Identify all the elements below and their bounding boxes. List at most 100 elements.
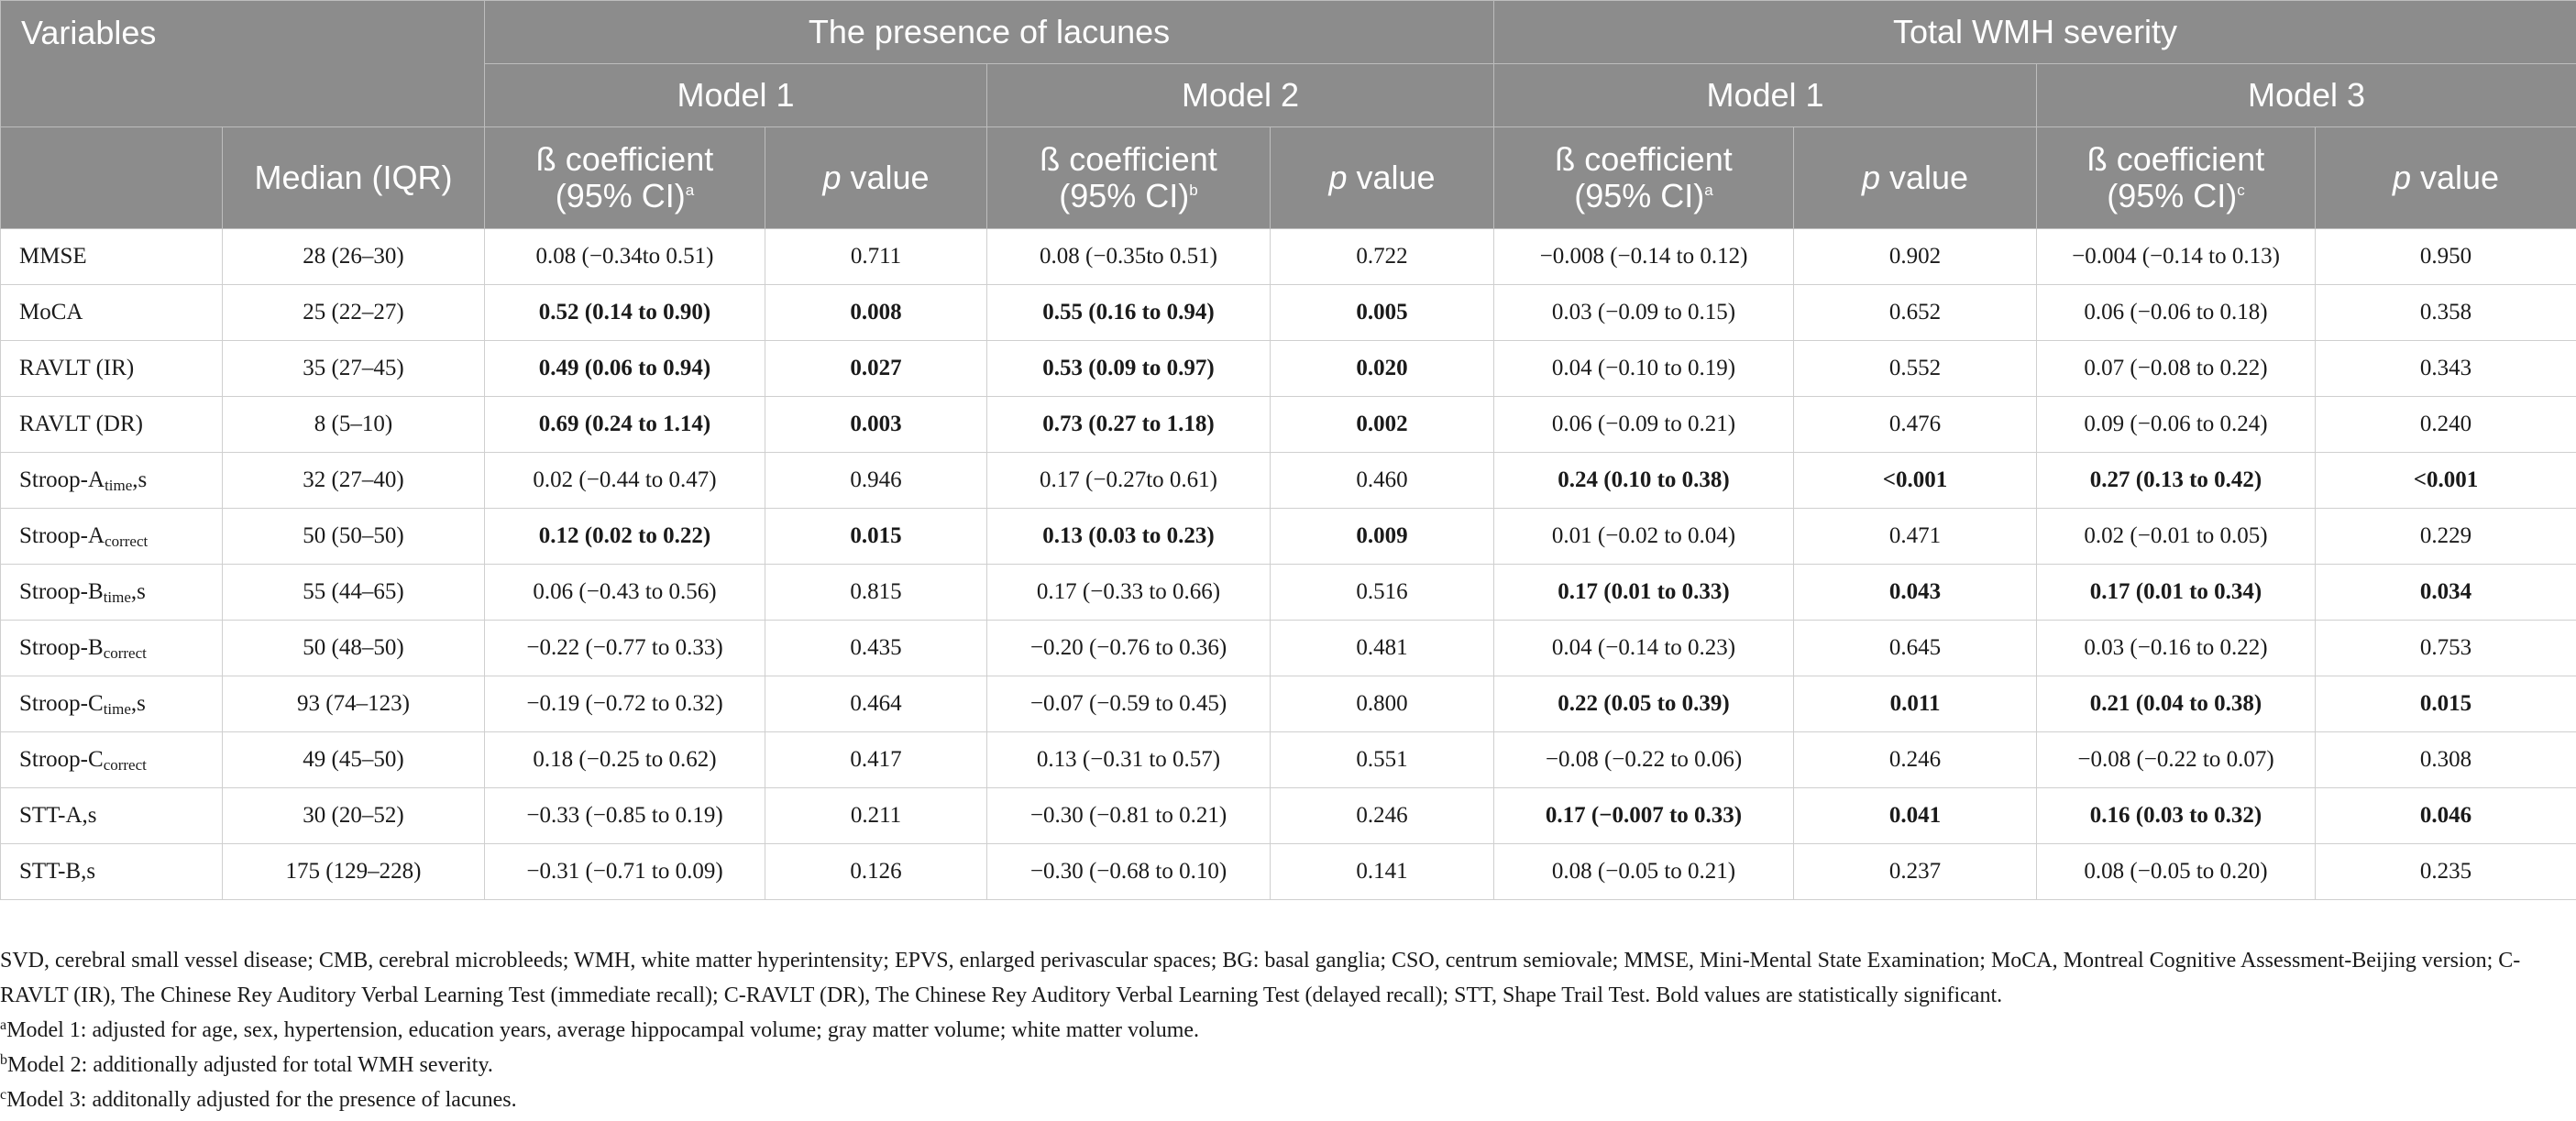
table-body: MMSE 28 (26–30) 0.08 (−0.34to 0.51) 0.711 0.… [0, 228, 2576, 900]
variable-name-cell: RAVLT (DR) [0, 396, 223, 453]
beta-ci-cell: 0.27 (0.13 to 0.42) [2036, 452, 2317, 509]
variable-name: RAVLT (DR) [19, 412, 143, 436]
variable-name: Stroop-C [19, 691, 104, 716]
p-value-cell: 0.358 [2315, 284, 2576, 341]
variable-name-cell: Stroop-Ctime,s [0, 676, 223, 732]
median-iqr-cell: 93 (74–123) [221, 676, 486, 732]
lacunes-model2-header: Model 2 [986, 63, 1495, 127]
median-iqr-cell: 25 (22–27) [221, 284, 486, 341]
beta-ci-cell: 0.04 (−0.14 to 0.23) [1493, 620, 1795, 676]
beta-label: ß coefficient [1040, 140, 1217, 178]
variable-suffix: ,s [132, 467, 148, 492]
beta-label: ß coefficient [2086, 140, 2265, 178]
median-iqr-cell: 35 (27–45) [221, 340, 486, 397]
table-footnotes: SVD, cerebral small vessel disease; CMB,… [0, 943, 2567, 1117]
beta-ci-cell: −0.31 (−0.71 to 0.09) [484, 843, 766, 900]
ci-label: (95% CI) [1059, 177, 1190, 214]
variable-name: MMSE [19, 244, 87, 269]
footnote-a-mark: a [0, 1017, 7, 1033]
beta-ci-cell: 0.55 (0.16 to 0.94) [986, 284, 1271, 341]
beta-ci-cell: 0.06 (−0.09 to 0.21) [1493, 396, 1795, 453]
p-value-cell: 0.046 [2315, 787, 2576, 844]
p-value-cell: 0.041 [1793, 787, 2038, 844]
footnote-mark: b [1189, 181, 1198, 199]
beta-ci-cell: 0.49 (0.06 to 0.94) [484, 340, 766, 397]
p-value-cell: 0.043 [1793, 564, 2038, 621]
p-value-cell: 0.011 [1793, 676, 2038, 732]
p-value-cell: 0.753 [2315, 620, 2576, 676]
beta-ci-cell: 0.17 (−0.27to 0.61) [986, 452, 1271, 509]
beta-ci-cell: −0.30 (−0.81 to 0.21) [986, 787, 1271, 844]
p-value-cell: 0.015 [2315, 676, 2576, 732]
beta-ci-cell: −0.08 (−0.22 to 0.06) [1493, 731, 1795, 788]
beta-ci-cell: 0.02 (−0.01 to 0.05) [2036, 508, 2317, 565]
table-row: STT-B,s 175 (129–228) −0.31 (−0.71 to 0.09… [0, 843, 2576, 900]
regression-table: Variables The presence of lacunes Total … [0, 0, 2576, 900]
p-value-cell: 0.141 [1270, 843, 1495, 900]
footnote-mark: c [2237, 181, 2245, 199]
ci-label: (95% CI) [1574, 177, 1705, 214]
p-value-cell: 0.481 [1270, 620, 1495, 676]
beta-ci-cell: −0.008 (−0.14 to 0.12) [1493, 228, 1795, 285]
variable-name: Stroop-A [19, 467, 105, 492]
table-row: STT-A,s 30 (20–52) −0.33 (−0.85 to 0.19) 0.… [0, 787, 2576, 844]
beta-label: ß coefficient [535, 140, 714, 178]
p-value-cell: 0.464 [765, 676, 988, 732]
beta-ci-cell: 0.03 (−0.16 to 0.22) [2036, 620, 2317, 676]
blank-header-cell [0, 126, 223, 229]
lacunes-group-header: The presence of lacunes [484, 0, 1495, 64]
beta-ci-cell: 0.01 (−0.02 to 0.04) [1493, 508, 1795, 565]
beta-ci-cell: 0.69 (0.24 to 1.14) [484, 396, 766, 453]
beta-ci-cell: 0.06 (−0.06 to 0.18) [2036, 284, 2317, 341]
p-value-cell: 0.211 [765, 787, 988, 844]
p-value-cell: 0.946 [765, 452, 988, 509]
p-value-cell: 0.246 [1793, 731, 2038, 788]
variable-name-cell: MMSE [0, 228, 223, 285]
p-value-cell: 0.552 [1793, 340, 2038, 397]
p-value-cell: 0.005 [1270, 284, 1495, 341]
beta-ci-cell: −0.22 (−0.77 to 0.33) [484, 620, 766, 676]
wmh-model3-header: Model 3 [2036, 63, 2576, 127]
beta-ci-cell: 0.13 (−0.31 to 0.57) [986, 731, 1271, 788]
table-row: Stroop-Btime,s 55 (44–65) 0.06 (−0.43 to 0… [0, 564, 2576, 621]
beta-ci-cell: −0.30 (−0.68 to 0.10) [986, 843, 1271, 900]
beta-ci-cell: −0.20 (−0.76 to 0.36) [986, 620, 1271, 676]
footnote-a: aModel 1: adjusted for age, sex, hyperte… [0, 1013, 2567, 1048]
beta-ci-cell: 0.09 (−0.06 to 0.24) [2036, 396, 2317, 453]
beta-ci-cell: 0.17 (0.01 to 0.33) [1493, 564, 1795, 621]
abbreviations-note: SVD, cerebral small vessel disease; CMB,… [0, 949, 2521, 1007]
p-header-w1: p value [1793, 126, 2038, 229]
beta-ci-cell: 0.52 (0.14 to 0.90) [484, 284, 766, 341]
p-value-cell: 0.235 [2315, 843, 2576, 900]
median-iqr-cell: 49 (45–50) [221, 731, 486, 788]
table-row: Stroop-Bcorrect 50 (48–50) −0.22 (−0.77 to… [0, 620, 2576, 676]
beta-ci-cell: 0.73 (0.27 to 1.18) [986, 396, 1271, 453]
p-value-cell: 0.435 [765, 620, 988, 676]
table-row: MMSE 28 (26–30) 0.08 (−0.34to 0.51) 0.711 0.… [0, 228, 2576, 285]
beta-ci-cell: −0.08 (−0.22 to 0.07) [2036, 731, 2317, 788]
beta-header-l1: ß coefficient (95% CI)a [484, 126, 766, 229]
variables-header: Variables [0, 0, 486, 127]
variable-name: STT-A,s [19, 803, 97, 828]
variable-name-cell: Stroop-Acorrect [0, 508, 223, 565]
variable-subscript: time [103, 700, 131, 718]
beta-ci-cell: 0.08 (−0.34to 0.51) [484, 228, 766, 285]
median-iqr-cell: 55 (44–65) [221, 564, 486, 621]
p-value-cell: 0.711 [765, 228, 988, 285]
p-rest: value [2411, 159, 2500, 196]
p-rest: value [1879, 159, 1969, 196]
variable-name: RAVLT (IR) [19, 356, 135, 380]
beta-ci-cell: 0.53 (0.09 to 0.97) [986, 340, 1271, 397]
p-value-cell: 0.722 [1270, 228, 1495, 285]
beta-header-w1: ß coefficient (95% CI)a [1493, 126, 1795, 229]
lacunes-model1-header: Model 1 [484, 63, 988, 127]
variable-subscript: correct [105, 533, 149, 550]
beta-ci-cell: 0.21 (0.04 to 0.38) [2036, 676, 2317, 732]
variable-name: STT-B,s [19, 859, 96, 884]
p-letter: p [1328, 159, 1348, 196]
beta-ci-cell: 0.18 (−0.25 to 0.62) [484, 731, 766, 788]
p-rest: value [841, 159, 930, 196]
footnote-c-mark: c [0, 1087, 7, 1103]
variable-subscript: time [103, 588, 131, 606]
beta-ci-cell: 0.07 (−0.08 to 0.22) [2036, 340, 2317, 397]
